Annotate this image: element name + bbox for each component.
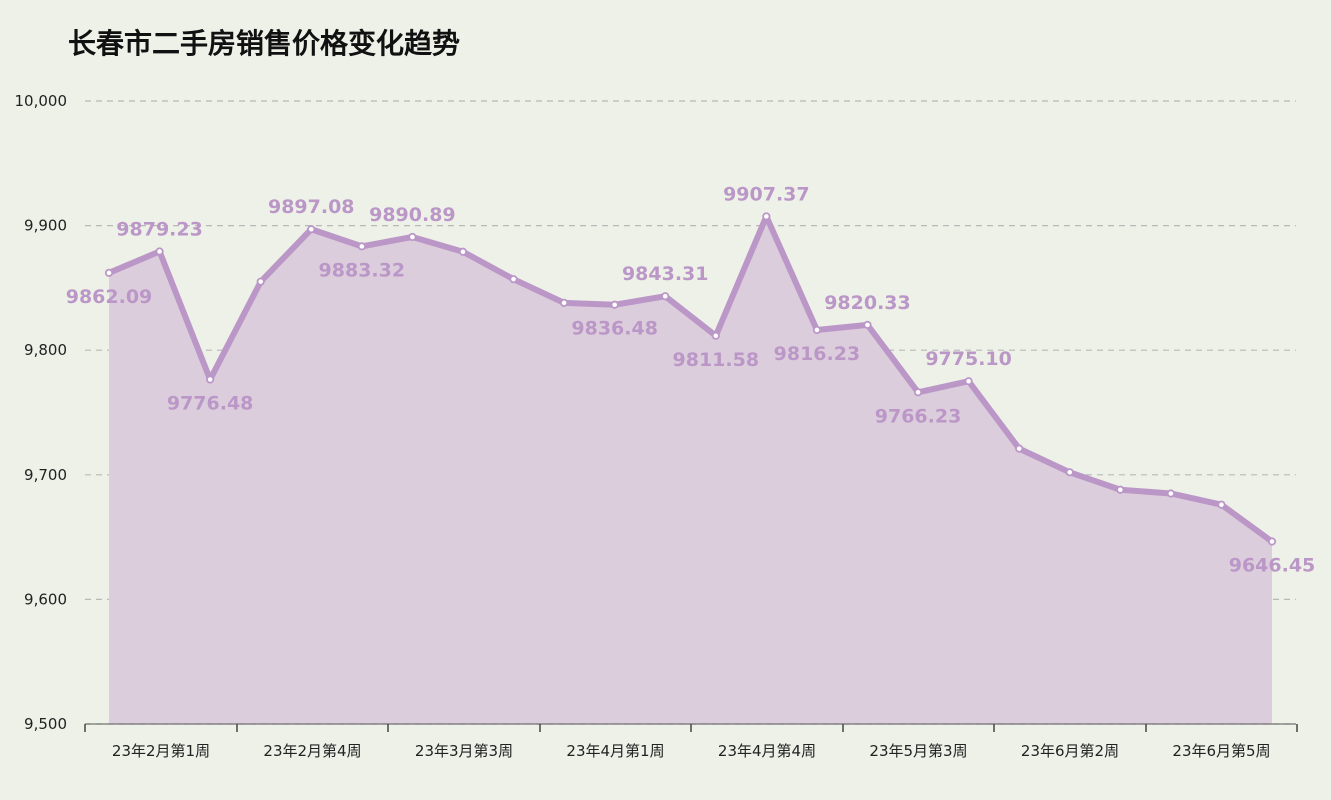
point-layer — [104, 212, 1277, 546]
data-point — [206, 375, 215, 384]
data-point — [1065, 468, 1074, 477]
data-label: 9907.37 — [723, 183, 810, 205]
data-point — [104, 268, 114, 277]
data-point — [559, 298, 569, 307]
data-point — [509, 275, 518, 284]
x-tick-label: 23年2月第4周 — [263, 742, 361, 760]
data-point — [762, 212, 771, 221]
data-point — [863, 320, 872, 329]
data-label: 9883.32 — [319, 259, 406, 281]
data-label: 9816.23 — [774, 343, 861, 365]
x-tick-label: 23年6月第5周 — [1172, 742, 1270, 760]
y-tick-label: 9,500 — [24, 715, 67, 733]
data-label: 9879.23 — [116, 218, 203, 240]
data-label: 9646.45 — [1229, 555, 1316, 577]
data-label: 9811.58 — [673, 349, 760, 371]
y-tick-label: 9,800 — [24, 341, 67, 359]
data-point — [1015, 444, 1024, 453]
data-point — [661, 292, 670, 301]
data-point — [1267, 537, 1277, 546]
data-point — [1166, 489, 1175, 498]
data-point — [458, 247, 468, 256]
y-tick-label: 10,000 — [15, 92, 68, 110]
data-point — [1116, 485, 1125, 494]
data-label: 9766.23 — [875, 405, 962, 427]
x-tick-label: 23年4月第1周 — [566, 742, 664, 760]
y-tick-label: 9,900 — [24, 217, 67, 235]
data-point — [155, 247, 164, 256]
data-label: 9775.10 — [925, 348, 1012, 370]
data-point — [256, 277, 265, 286]
data-point — [913, 388, 923, 397]
line-layer — [106, 213, 1275, 545]
chart-title: 长春市二手房销售价格变化趋势 — [68, 27, 461, 60]
area-layer — [109, 216, 1272, 724]
series-line — [106, 213, 1275, 545]
data-point — [812, 325, 822, 335]
data-point — [610, 300, 619, 309]
area-fill — [109, 216, 1272, 724]
label-layer: 9862.09 9879.23 9776.48 9897.08 9883.32 9890.… — [66, 183, 1316, 576]
x-tick-label: 23年4月第4周 — [718, 742, 816, 760]
x-tick-label: 23年2月第1周 — [112, 742, 210, 760]
data-point — [357, 242, 366, 251]
data-label: 9776.48 — [167, 393, 254, 415]
y-tick-label: 9,600 — [24, 590, 67, 608]
data-label: 9820.33 — [824, 292, 911, 314]
data-label: 9862.09 — [66, 286, 153, 308]
data-point — [307, 225, 316, 234]
x-tick-label: 23年5月第3周 — [869, 742, 967, 760]
axis-layer: 9,500 9,600 9,700 9,800 9,900 10,000 23年2月第1周 2… — [15, 92, 1298, 760]
data-label: 9890.89 — [369, 204, 456, 226]
y-tick-label: 9,700 — [24, 466, 67, 484]
data-label: 9836.48 — [571, 318, 658, 340]
data-point — [408, 232, 417, 242]
data-point — [1217, 500, 1226, 509]
x-tick-label: 23年6月第2周 — [1021, 742, 1119, 760]
data-label: 9843.31 — [622, 263, 709, 285]
data-label: 9897.08 — [268, 196, 355, 218]
data-point — [964, 377, 973, 386]
x-tick-label: 23年3月第3周 — [415, 742, 513, 760]
data-point — [711, 331, 720, 340]
